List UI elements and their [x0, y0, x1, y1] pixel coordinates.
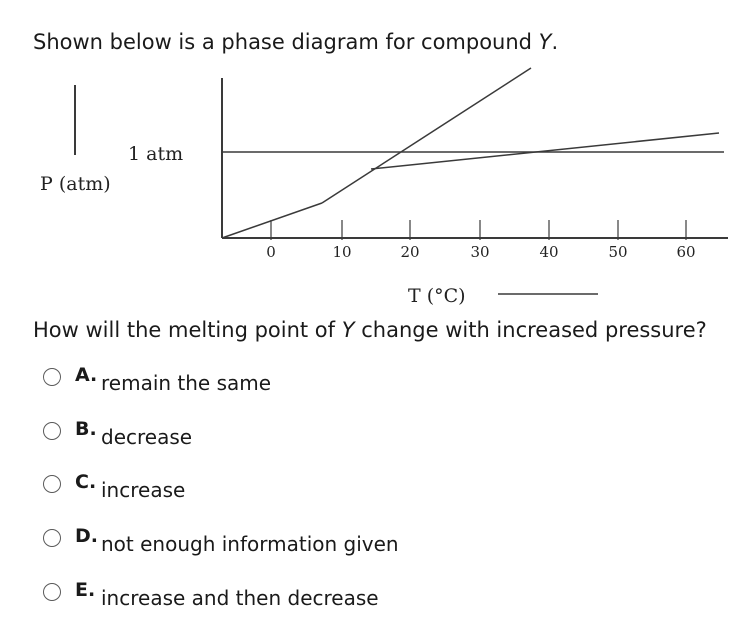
pressure-marker-label: 1 atm — [128, 143, 183, 165]
choice-text-c: increase — [101, 478, 186, 502]
tick-label-20: 20 — [400, 243, 419, 261]
choice-text-d: not enough information given — [101, 532, 399, 556]
tick-label-10: 10 — [332, 243, 351, 261]
choice-text-b: decrease — [101, 425, 193, 449]
sublimation-curve — [221, 202, 323, 239]
vaporization-curve — [321, 67, 532, 204]
intro-suffix: . — [551, 30, 559, 54]
tick-label-40: 40 — [539, 243, 558, 261]
main-prefix: How will the melting point of — [33, 318, 342, 342]
radio-button-c[interactable] — [43, 475, 61, 493]
radio-button-b[interactable] — [43, 422, 61, 440]
choice-letter-b: B. — [75, 418, 97, 440]
x-axis-label: T (°C) — [408, 285, 466, 305]
choice-letter-a: A. — [75, 364, 98, 386]
question-intro: Shown below is a phase diagram for compo… — [33, 30, 558, 54]
main-compound: Y — [341, 318, 355, 342]
choice-text-e: increase and then decrease — [101, 586, 379, 610]
radio-button-d[interactable] — [43, 529, 61, 547]
tick-label-0: 0 — [266, 243, 276, 261]
y-axis-label: P (atm) — [40, 173, 111, 195]
tick-label-30: 30 — [470, 243, 489, 261]
fusion-curve — [370, 132, 720, 170]
x-tick-marks — [270, 220, 687, 240]
choice-letter-c: C. — [75, 471, 97, 493]
question-main: How will the melting point of Y change w… — [33, 318, 707, 342]
phase-diagram: 1 atm P (atm) 0 10 20 30 40 50 60 T (°C) — [40, 67, 728, 305]
tick-label-60: 60 — [676, 243, 695, 261]
intro-compound: Y — [538, 30, 552, 54]
intro-prefix: Shown below is a phase diagram for compo… — [33, 30, 539, 54]
x-tick-labels: 0 10 20 30 40 50 60 — [266, 243, 695, 261]
main-suffix: change with increased pressure? — [354, 318, 707, 342]
radio-button-e[interactable] — [43, 583, 61, 601]
choice-letter-e: E. — [75, 579, 96, 601]
choice-letter-d: D. — [75, 525, 98, 547]
choice-text-a: remain the same — [101, 371, 272, 395]
radio-button-a[interactable] — [43, 368, 61, 386]
tick-label-50: 50 — [608, 243, 627, 261]
